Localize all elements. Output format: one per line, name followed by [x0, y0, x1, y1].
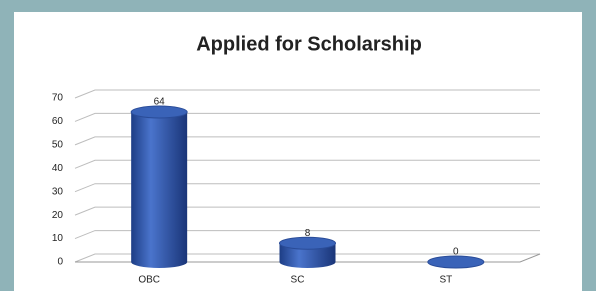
page: Applied for Scholarship 0 10 20 30 40 50 60 70 O… — [0, 0, 596, 291]
chart: Applied for Scholarship 0 10 20 30 40 50 60 70 O… — [0, 0, 596, 291]
data-label: 64 — [154, 97, 166, 108]
y-tick-label: 60 — [52, 116, 64, 127]
x-tick-label: SC — [291, 275, 305, 286]
bar — [131, 106, 187, 268]
x-tick-label: OBC — [138, 275, 160, 286]
x-tick-label: ST — [439, 275, 452, 286]
data-label: 8 — [305, 228, 311, 239]
y-tick-label: 20 — [52, 210, 64, 221]
y-tick-label: 30 — [52, 186, 64, 197]
bar-top — [428, 256, 484, 268]
y-tick-label: 10 — [52, 233, 64, 244]
y-tick-label: 50 — [52, 139, 64, 150]
data-label: 0 — [453, 247, 459, 258]
y-tick-label: 0 — [57, 257, 63, 268]
bar-top — [131, 106, 187, 118]
chart-title: Applied for Scholarship — [196, 33, 422, 55]
y-tick-label: 40 — [52, 163, 64, 174]
y-tick-label: 70 — [52, 93, 64, 104]
bar-top — [280, 237, 336, 249]
